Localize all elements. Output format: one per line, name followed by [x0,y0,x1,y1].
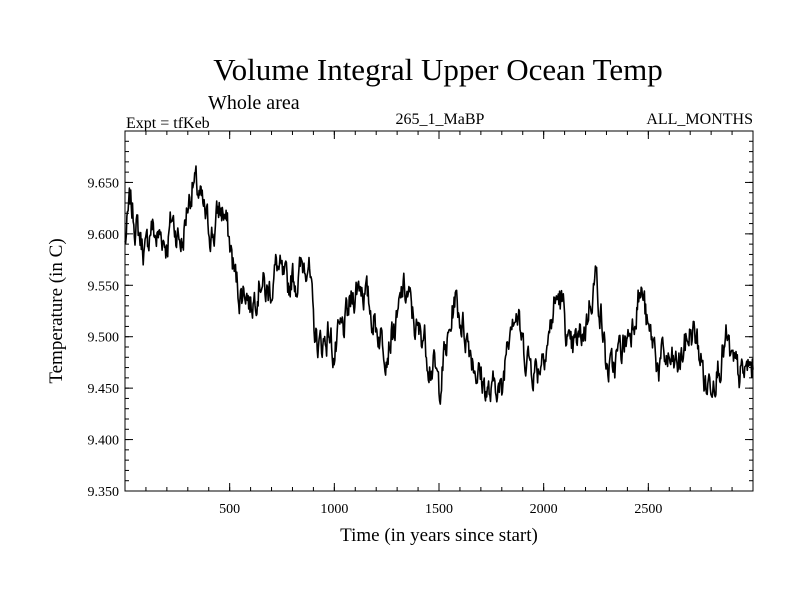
data-series [124,165,754,405]
x-axis: 500 1000 1500 2000 2500 [145,131,733,517]
expt-label: Expt = tfKeb [126,115,210,132]
months-label: ALL_MONTHS [646,111,753,128]
y-tick-label: 9.600 [88,228,120,243]
y-tick-label: 9.450 [88,382,120,397]
x-tick-label: 2000 [530,502,558,517]
chart-subtitle: Whole area [208,92,300,114]
series-line [124,165,754,405]
plot-frame [124,130,754,492]
y-axis: 9.350 9.400 9.450 9.500 9.550 9.600 9.650 [88,130,753,500]
x-tick-label: 2500 [634,502,662,517]
y-tick-label: 9.400 [88,434,120,449]
y-axis-label: Temperature (in C) [46,238,67,383]
y-tick-label: 9.650 [88,176,120,191]
y-tick-label: 9.550 [88,279,120,294]
x-tick-label: 1500 [425,502,453,517]
plot-area: 9.350 9.400 9.450 9.500 9.550 9.600 9.650 500 1… [88,130,754,517]
y-tick-label: 9.500 [88,331,120,346]
x-tick-label: 1000 [320,502,348,517]
y-tick-label: 9.350 [88,485,120,500]
x-axis-label: Time (in years since start) [340,525,538,546]
run-label: 265_1_MaBP [396,111,485,128]
chart-title: Volume Integral Upper Ocean Temp [213,52,663,87]
x-tick-label: 500 [219,502,240,517]
